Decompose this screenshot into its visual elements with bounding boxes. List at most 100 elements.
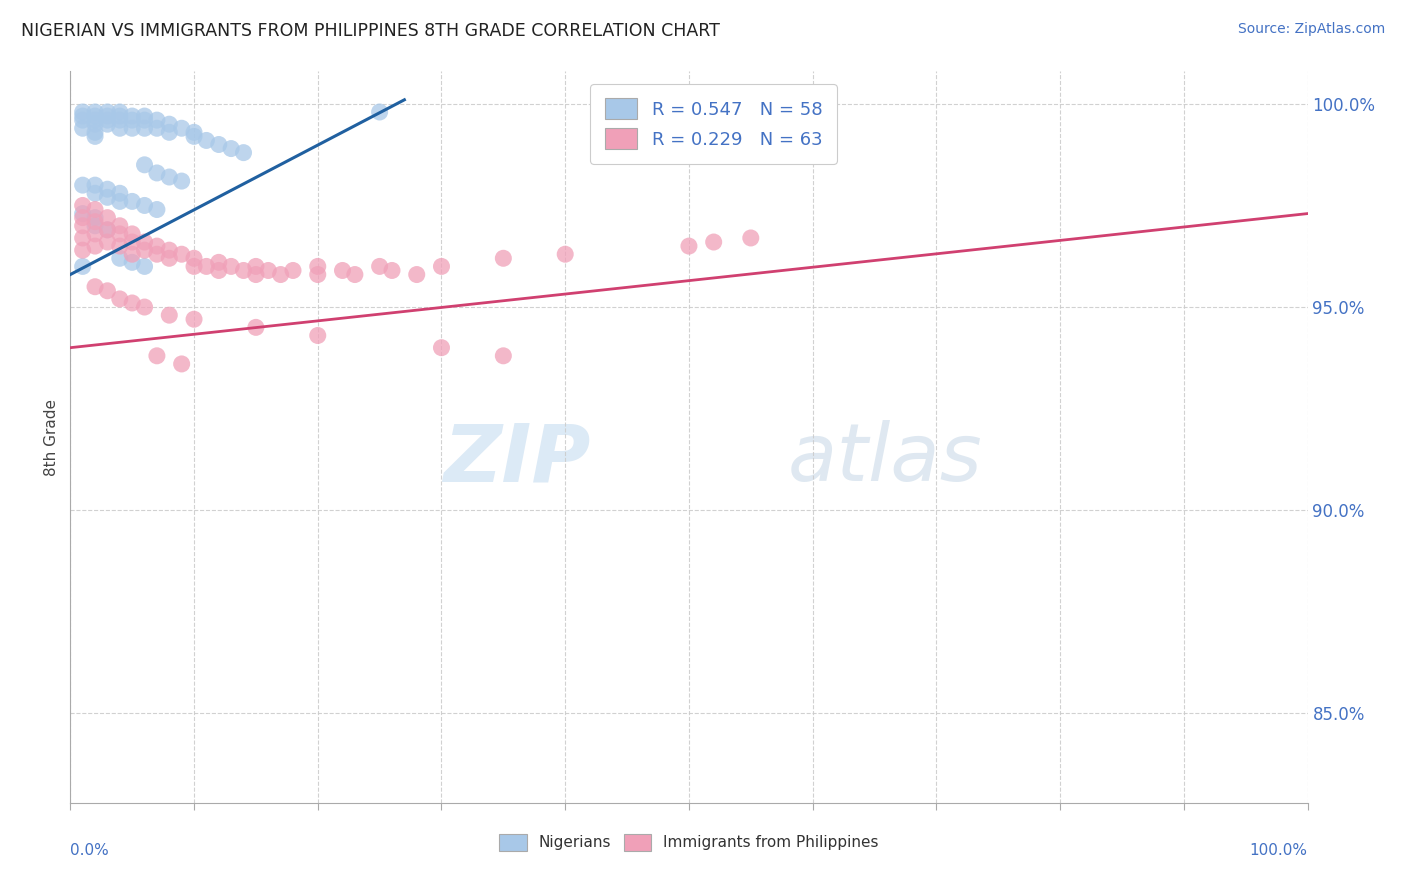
Point xyxy=(96,113,118,128)
Legend: Nigerians, Immigrants from Philippines: Nigerians, Immigrants from Philippines xyxy=(494,828,884,857)
Point xyxy=(245,268,267,282)
Point xyxy=(307,260,329,274)
Point xyxy=(157,169,180,184)
Point xyxy=(232,145,254,160)
Point xyxy=(146,113,169,128)
Point xyxy=(146,121,169,136)
Point xyxy=(208,255,231,269)
Point xyxy=(170,247,193,261)
Point xyxy=(96,235,118,249)
Point xyxy=(170,357,193,371)
Point xyxy=(134,235,156,249)
Point xyxy=(134,260,156,274)
Point xyxy=(170,174,193,188)
Point xyxy=(307,268,329,282)
Point xyxy=(307,328,329,343)
Y-axis label: 8th Grade: 8th Grade xyxy=(44,399,59,475)
Point xyxy=(121,113,143,128)
Point xyxy=(72,109,94,123)
Point xyxy=(84,109,107,123)
Point xyxy=(72,105,94,120)
Point xyxy=(219,142,242,156)
Point xyxy=(84,113,107,128)
Point xyxy=(368,260,391,274)
Point xyxy=(183,312,205,326)
Point xyxy=(96,211,118,225)
Point xyxy=(157,125,180,139)
Point xyxy=(72,113,94,128)
Point xyxy=(281,263,304,277)
Point xyxy=(121,247,143,261)
Point xyxy=(381,263,404,277)
Point xyxy=(183,260,205,274)
Point xyxy=(245,320,267,334)
Point xyxy=(183,252,205,266)
Point xyxy=(134,158,156,172)
Point xyxy=(157,243,180,257)
Point xyxy=(157,252,180,266)
Point xyxy=(108,113,131,128)
Point xyxy=(740,231,762,245)
Point xyxy=(146,202,169,217)
Point xyxy=(343,268,366,282)
Point xyxy=(146,166,169,180)
Point xyxy=(121,121,143,136)
Point xyxy=(134,243,156,257)
Point xyxy=(146,349,169,363)
Point xyxy=(219,260,242,274)
Point xyxy=(84,227,107,241)
Point xyxy=(430,260,453,274)
Point xyxy=(96,109,118,123)
Text: NIGERIAN VS IMMIGRANTS FROM PHILIPPINES 8TH GRADE CORRELATION CHART: NIGERIAN VS IMMIGRANTS FROM PHILIPPINES … xyxy=(21,22,720,40)
Point xyxy=(72,211,94,225)
Point xyxy=(108,109,131,123)
Point xyxy=(96,117,118,131)
Point xyxy=(146,247,169,261)
Point xyxy=(492,349,515,363)
Point xyxy=(157,308,180,322)
Point xyxy=(368,105,391,120)
Point xyxy=(183,129,205,144)
Point xyxy=(84,125,107,139)
Point xyxy=(121,296,143,310)
Point xyxy=(146,239,169,253)
Point xyxy=(84,129,107,144)
Point xyxy=(121,235,143,249)
Point xyxy=(121,255,143,269)
Text: 100.0%: 100.0% xyxy=(1250,843,1308,858)
Point xyxy=(72,260,94,274)
Point xyxy=(84,219,107,233)
Point xyxy=(72,121,94,136)
Text: 0.0%: 0.0% xyxy=(70,843,110,858)
Point xyxy=(492,252,515,266)
Point xyxy=(72,206,94,220)
Point xyxy=(208,263,231,277)
Point xyxy=(84,211,107,225)
Point xyxy=(108,121,131,136)
Point xyxy=(245,260,267,274)
Point xyxy=(84,186,107,201)
Point xyxy=(108,239,131,253)
Point xyxy=(134,121,156,136)
Point xyxy=(134,113,156,128)
Point xyxy=(96,223,118,237)
Point xyxy=(108,227,131,241)
Point xyxy=(72,219,94,233)
Text: ZIP: ZIP xyxy=(443,420,591,498)
Point xyxy=(96,223,118,237)
Point xyxy=(405,268,427,282)
Point xyxy=(554,247,576,261)
Point xyxy=(121,227,143,241)
Point xyxy=(232,263,254,277)
Point xyxy=(430,341,453,355)
Text: atlas: atlas xyxy=(787,420,983,498)
Point xyxy=(121,109,143,123)
Point xyxy=(183,125,205,139)
Point xyxy=(195,133,218,147)
Point xyxy=(108,219,131,233)
Point xyxy=(84,239,107,253)
Point xyxy=(108,194,131,209)
Point xyxy=(157,117,180,131)
Point xyxy=(96,190,118,204)
Point xyxy=(84,105,107,120)
